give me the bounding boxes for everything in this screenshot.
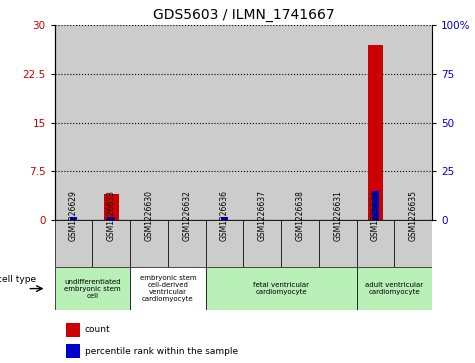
Bar (243, 220, 281, 267)
Text: GSM1226636: GSM1226636 (220, 190, 229, 241)
Text: fetal ventricular
cardiomyocyte: fetal ventricular cardiomyocyte (253, 282, 309, 295)
Bar (357, 220, 394, 267)
Bar (368, 45, 383, 220)
Text: GSM1226630: GSM1226630 (144, 190, 153, 241)
Text: GSM1226638: GSM1226638 (295, 190, 304, 241)
Bar (92, 25, 130, 220)
Text: cell type: cell type (0, 274, 36, 284)
Text: GSM1226637: GSM1226637 (258, 190, 267, 241)
Text: GSM1226632: GSM1226632 (182, 190, 191, 241)
Bar (243, 25, 281, 220)
Bar (107, 217, 115, 220)
Text: GSM1226634: GSM1226634 (371, 190, 380, 241)
Text: GSM1226633: GSM1226633 (107, 190, 116, 241)
Title: GDS5603 / ILMN_1741667: GDS5603 / ILMN_1741667 (152, 8, 334, 22)
Bar (55, 220, 92, 267)
Text: GSM1226629: GSM1226629 (69, 190, 78, 241)
Text: undifferentiated
embryonic stem
cell: undifferentiated embryonic stem cell (64, 278, 121, 299)
Bar (168, 220, 206, 267)
Text: adult ventricular
cardiomyocyte: adult ventricular cardiomyocyte (365, 282, 424, 295)
Bar (92, 220, 130, 267)
Text: GSM1226635: GSM1226635 (409, 190, 418, 241)
Bar (66, 323, 79, 337)
Bar (206, 25, 243, 220)
Bar (168, 25, 206, 220)
Bar (70, 217, 77, 220)
Bar (281, 220, 319, 267)
Bar (221, 217, 228, 220)
Bar (130, 220, 168, 267)
Text: percentile rank within the sample: percentile rank within the sample (85, 347, 238, 356)
Bar (357, 25, 394, 220)
Bar (357, 267, 432, 310)
Bar (55, 267, 130, 310)
Bar (55, 25, 92, 220)
Bar (130, 25, 168, 220)
Bar (130, 267, 206, 310)
Bar (206, 220, 243, 267)
Bar (66, 344, 79, 358)
Bar (372, 191, 380, 220)
Bar (395, 220, 432, 267)
Bar (394, 25, 432, 220)
Bar (281, 25, 319, 220)
Bar (319, 220, 357, 267)
Text: GSM1226631: GSM1226631 (333, 190, 342, 241)
Text: embryonic stem
cell-derived
ventricular
cardiomyocyte: embryonic stem cell-derived ventricular … (140, 275, 196, 302)
Bar (319, 25, 357, 220)
Bar (104, 194, 119, 220)
Text: count: count (85, 326, 111, 334)
Bar (206, 267, 357, 310)
